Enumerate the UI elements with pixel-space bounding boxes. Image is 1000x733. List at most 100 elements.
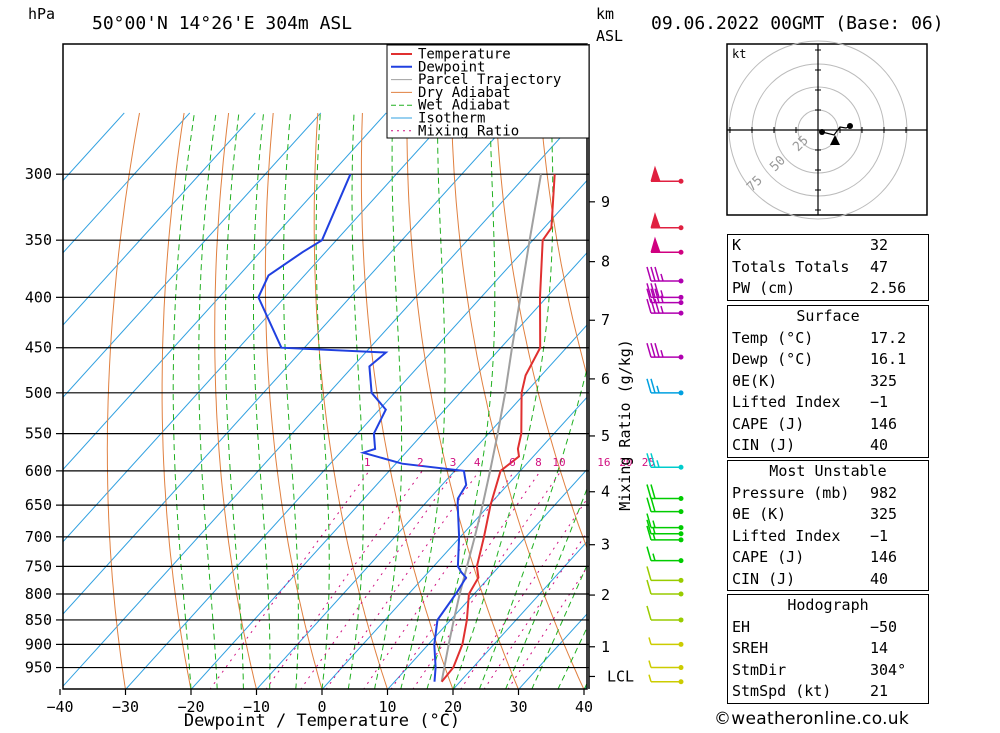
surface-cin-row: CIN (J) 40 xyxy=(728,435,928,457)
surface-cape-row: CAPE (J) 146 xyxy=(728,414,928,436)
mu-cin-row: CIN (J) 40 xyxy=(728,569,928,591)
wind-barb-dot xyxy=(678,577,684,583)
mixing-ratio-labels: 1 2 3 4 6 8 10 16 20 25 xyxy=(364,456,655,469)
wind-barb-dot xyxy=(678,509,684,515)
mixing-ratio-axis-title: Mixing Ratio (g/kg) xyxy=(616,339,634,511)
stmspd-row: StmSpd (kt) 21 xyxy=(728,681,928,703)
km-unit-label: km xyxy=(596,5,614,23)
wind-barb xyxy=(646,266,684,284)
wind-barb xyxy=(648,674,684,685)
hpa-unit-label: hPa xyxy=(28,5,55,23)
pw-value: 2.56 xyxy=(870,279,907,297)
dry-adiabat-line xyxy=(406,113,519,689)
wind-barb-dot xyxy=(678,390,684,396)
isotherm-line xyxy=(63,112,191,254)
mixing-ratio-label: 4 xyxy=(474,456,481,469)
pressure-label: 700 xyxy=(25,528,52,546)
wind-barb-full xyxy=(654,288,660,303)
mixing-ratio-label: 20 xyxy=(619,456,632,469)
sreh-label: SREH xyxy=(732,639,769,657)
copyright-link[interactable]: ©weatheronline.co.uk xyxy=(714,709,910,729)
run-title: 09.06.2022 00GMT (Base: 06) xyxy=(651,13,944,34)
surface-temp-row: Temp (°C) 17.2 xyxy=(728,328,928,350)
eh-row: EH −50 xyxy=(728,617,928,639)
wind-barb-half xyxy=(660,305,664,314)
dry-adiabat-line xyxy=(214,112,257,689)
wind-barb-full xyxy=(646,342,652,358)
km-tick-label: 4 xyxy=(601,483,610,501)
wind-barb-half xyxy=(652,553,656,561)
wind-barb-full xyxy=(650,453,656,468)
temperature-axis-ticks: −40 −30 −20 −10 0 10 20 30 40 xyxy=(46,689,593,716)
wind-barb-full xyxy=(646,546,652,561)
surface-cape-label: CAPE (J) xyxy=(732,414,805,433)
wind-barb xyxy=(646,453,684,470)
wind-barb-full xyxy=(646,453,652,468)
hodograph-unit: kt xyxy=(732,47,746,61)
wind-barb-full xyxy=(654,342,660,358)
wind-barb-dot xyxy=(678,225,684,231)
hodograph-point xyxy=(847,123,853,129)
wind-barb-half xyxy=(648,660,652,668)
surface-li-row: Lifted Index −1 xyxy=(728,392,928,414)
mixing-ratio-line xyxy=(483,531,587,689)
legend-label: Temperature xyxy=(418,47,511,63)
mu-cape-value: 146 xyxy=(870,548,898,566)
wind-barb-full xyxy=(654,298,660,314)
mu-cape-row: CAPE (J) 146 xyxy=(728,547,928,569)
pressure-label: 650 xyxy=(25,496,52,514)
wind-barb-dot xyxy=(678,617,684,623)
wind-pennant xyxy=(650,165,661,182)
wind-barb-full xyxy=(650,497,656,512)
eh-value: −50 xyxy=(870,617,898,636)
wind-barb-full xyxy=(646,266,652,282)
mixing-ratio-line xyxy=(390,470,541,689)
hodograph-stats-panel: Hodograph EH −50 SREH 14 StmDir 304° StmSpd… xyxy=(727,594,929,704)
mu-li-row: Lifted Index −1 xyxy=(728,526,928,548)
wind-barb-full xyxy=(646,525,652,541)
wind-pennant xyxy=(650,212,661,228)
dry-adiabat-line xyxy=(451,112,585,689)
wet-adiabat-line xyxy=(172,112,195,689)
mixing-ratio-label: 8 xyxy=(535,456,542,469)
wind-barb-dot xyxy=(678,537,684,543)
km-tick-label: 8 xyxy=(601,253,610,271)
dry-adiabat-line xyxy=(264,112,323,689)
wind-barb-full xyxy=(650,484,656,499)
profile-lines xyxy=(257,173,556,683)
x-tick-label: 40 xyxy=(575,698,593,716)
x-axis-title: Dewpoint / Temperature (°C) xyxy=(184,711,460,731)
legend-label: Wet Adiabat xyxy=(418,98,511,114)
wind-barb-full xyxy=(646,283,652,298)
dry-adiabat-line xyxy=(106,112,140,689)
isotherm-line xyxy=(63,112,518,615)
surface-dewp-row: Dewp (°C) 16.1 xyxy=(728,349,928,371)
wind-barb-full xyxy=(646,288,652,303)
mu-cape-label: CAPE (J) xyxy=(732,548,805,566)
location-title: 50°00'N 14°26'E 304m ASL xyxy=(92,13,352,34)
stmdir-label: StmDir xyxy=(732,660,787,679)
sreh-row: SREH 14 xyxy=(728,638,928,660)
wind-barb xyxy=(650,236,684,255)
x-tick-label: 0 xyxy=(317,698,326,716)
wind-barb-half xyxy=(660,290,664,298)
mixing-ratio-label: 25 xyxy=(642,456,655,469)
dry-adiabat-line xyxy=(161,112,192,689)
km-tick-label: LCL xyxy=(607,667,634,685)
mu-pressure-label: Pressure (mb) xyxy=(732,483,850,502)
hodograph-point xyxy=(819,129,825,135)
x-tick-label: −30 xyxy=(112,698,139,716)
pressure-label: 350 xyxy=(25,231,52,249)
wind-barb xyxy=(646,605,684,623)
dry-adiabat-line xyxy=(495,112,587,550)
wind-barb-half xyxy=(656,385,660,394)
eh-label: EH xyxy=(732,617,751,636)
pw-label: PW (cm) xyxy=(732,279,796,297)
dry-adiabat-line xyxy=(942,113,1000,710)
wet-adiabat-line xyxy=(426,112,496,689)
mixing-ratio-label: 2 xyxy=(417,456,424,469)
wind-barb-full xyxy=(650,283,656,298)
parcel-trajectory-line xyxy=(440,174,542,682)
legend-label: Dry Adiabat xyxy=(418,85,511,101)
